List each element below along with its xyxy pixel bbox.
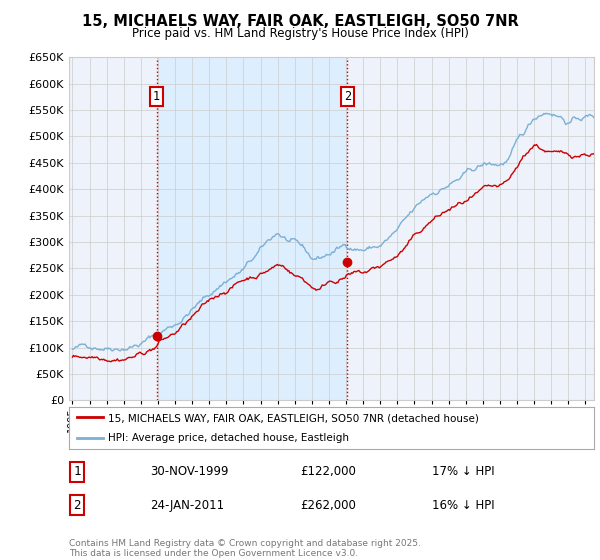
Text: 2: 2	[73, 498, 80, 512]
Text: HPI: Average price, detached house, Eastleigh: HPI: Average price, detached house, East…	[109, 433, 349, 444]
Text: 1: 1	[73, 465, 80, 478]
Text: 16% ↓ HPI: 16% ↓ HPI	[432, 498, 494, 512]
Text: 24-JAN-2011: 24-JAN-2011	[150, 498, 224, 512]
Text: £262,000: £262,000	[300, 498, 356, 512]
Text: 2: 2	[344, 90, 351, 103]
Text: 30-NOV-1999: 30-NOV-1999	[150, 465, 229, 478]
Bar	[157, 57, 347, 400]
Text: 15, MICHAELS WAY, FAIR OAK, EASTLEIGH, SO50 7NR (detached house): 15, MICHAELS WAY, FAIR OAK, EASTLEIGH, S…	[109, 413, 479, 423]
Text: 15, MICHAELS WAY, FAIR OAK, EASTLEIGH, SO50 7NR: 15, MICHAELS WAY, FAIR OAK, EASTLEIGH, S…	[82, 14, 518, 29]
Text: 17% ↓ HPI: 17% ↓ HPI	[432, 465, 494, 478]
Text: Contains HM Land Registry data © Crown copyright and database right 2025.
This d: Contains HM Land Registry data © Crown c…	[69, 539, 421, 558]
Text: 1: 1	[153, 90, 160, 103]
Text: Price paid vs. HM Land Registry's House Price Index (HPI): Price paid vs. HM Land Registry's House …	[131, 27, 469, 40]
Text: £122,000: £122,000	[300, 465, 356, 478]
